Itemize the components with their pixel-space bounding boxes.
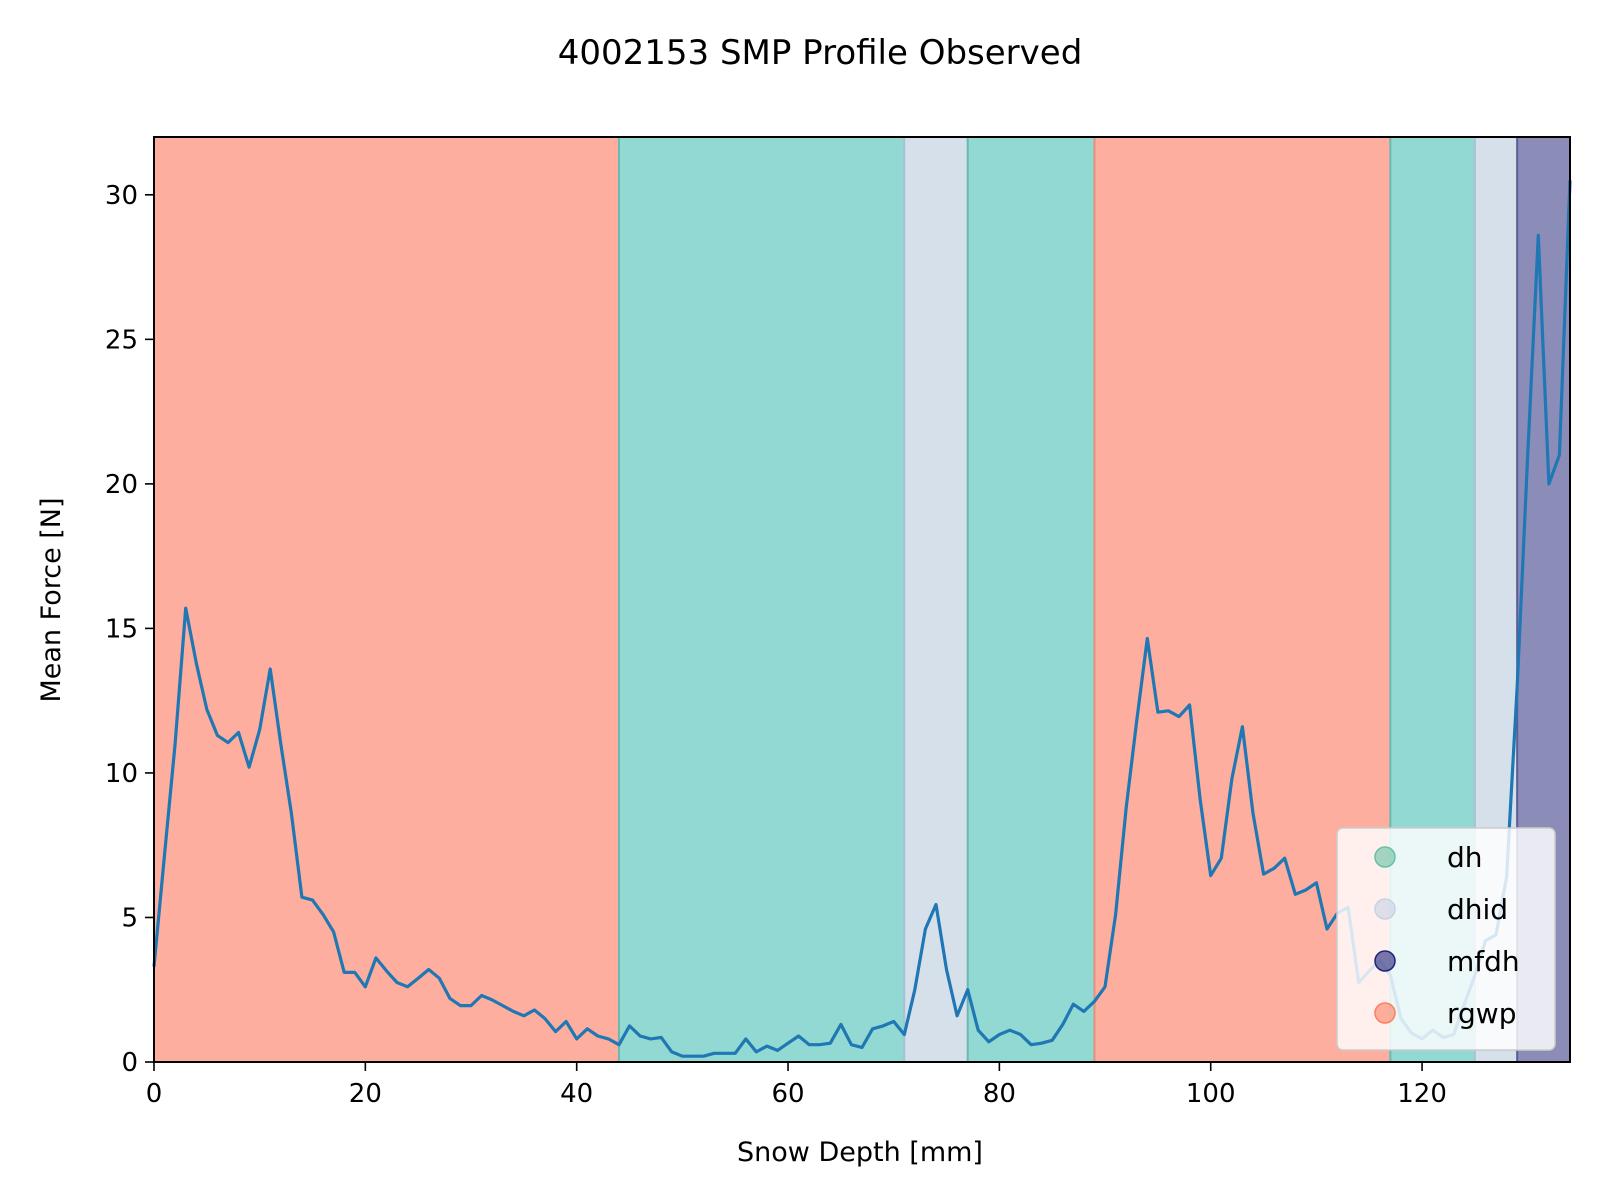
legend-marker-dh (1374, 846, 1396, 868)
x-tick-label-40: 40 (560, 1079, 593, 1109)
region-rgwp-0 (154, 137, 619, 1062)
y-axis: 0 5 10 15 20 25 30 (105, 181, 154, 1078)
legend-label-dh: dh (1447, 841, 1483, 874)
legend-box (1336, 827, 1556, 1051)
y-tick-label-10: 10 (105, 759, 138, 789)
y-tick-label-15: 15 (105, 614, 138, 644)
region-dh-3 (967, 137, 1095, 1062)
legend: dh dhid mfdh rgwp (1336, 827, 1556, 1051)
region-dh-1 (618, 137, 905, 1062)
legend-label-mfdh: mfdh (1447, 945, 1520, 978)
x-tick-label-120: 120 (1397, 1079, 1447, 1109)
x-tick-label-60: 60 (771, 1079, 804, 1109)
y-tick-label-20: 20 (105, 470, 138, 500)
x-tick-label-100: 100 (1186, 1079, 1236, 1109)
y-tick-label-25: 25 (105, 325, 138, 355)
legend-marker-mfdh (1374, 950, 1396, 972)
y-tick-label-30: 30 (105, 181, 138, 211)
x-tick-label-0: 0 (146, 1079, 163, 1109)
x-tick-label-20: 20 (349, 1079, 382, 1109)
region-dhid-2 (904, 137, 968, 1062)
series-layer (152, 180, 1572, 1058)
x-axis: 0 20 40 60 80 100 120 (146, 1062, 1447, 1109)
x-tick-label-80: 80 (983, 1079, 1016, 1109)
plot-frame (153, 136, 1571, 1063)
x-axis-label: Snow Depth [mm] (737, 1137, 983, 1168)
legend-marker-rgwp (1374, 1002, 1396, 1024)
series-line-0 (152, 180, 1572, 1058)
chart-title: 4002153 SMP Profile Observed (558, 33, 1083, 73)
legend-label-dhid: dhid (1447, 893, 1508, 926)
y-tick-label-0: 0 (121, 1048, 138, 1078)
legend-marker-dhid (1374, 898, 1396, 920)
legend-label-rgwp: rgwp (1447, 997, 1516, 1030)
y-tick-label-5: 5 (121, 903, 138, 933)
y-axis-label: Mean Force [N] (36, 497, 67, 702)
